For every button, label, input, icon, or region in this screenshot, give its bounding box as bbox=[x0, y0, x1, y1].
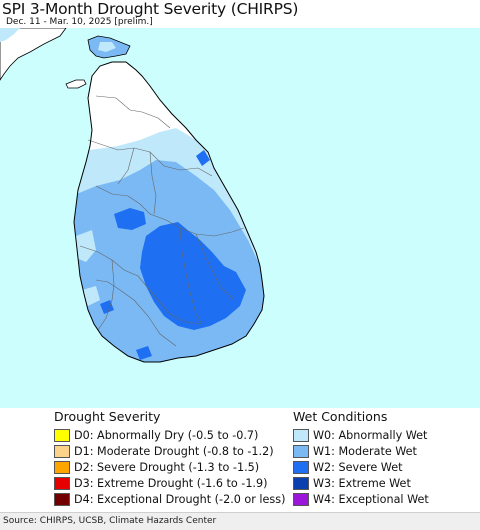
swatch-w0 bbox=[293, 428, 309, 442]
mainland-coast-shade bbox=[0, 28, 20, 42]
legend-label-d2: D2: Severe Drought (-1.3 to -1.5) bbox=[74, 460, 260, 474]
legend-item-w0: W0: Abnormally Wet bbox=[293, 427, 429, 443]
legend-label-d1: D1: Moderate Drought (-0.8 to -1.2) bbox=[74, 444, 274, 458]
legend-label-w0: W0: Abnormally Wet bbox=[313, 428, 428, 442]
map-title: SPI 3-Month Drought Severity (CHIRPS) bbox=[2, 0, 299, 18]
legend-item-d4: D4: Exceptional Drought (-2.0 or less) bbox=[54, 491, 285, 507]
legend-item-d0: D0: Abnormally Dry (-0.5 to -0.7) bbox=[54, 427, 285, 443]
swatch-d1 bbox=[54, 444, 70, 458]
island-coastline bbox=[73, 61, 265, 363]
legend-label-d0: D0: Abnormally Dry (-0.5 to -0.7) bbox=[74, 428, 259, 442]
wetness-overlay bbox=[74, 128, 264, 362]
swatch-w3 bbox=[293, 476, 309, 490]
legend-item-w2: W2: Severe Wet bbox=[293, 459, 429, 475]
swatch-d2 bbox=[54, 460, 70, 474]
swatch-w2 bbox=[293, 460, 309, 474]
swatch-d3 bbox=[54, 476, 70, 490]
jaffna-patch bbox=[98, 42, 116, 52]
legend-item-d1: D1: Moderate Drought (-0.8 to -1.2) bbox=[54, 443, 285, 459]
legend-wet-heading: Wet Conditions bbox=[293, 409, 388, 424]
legend-label-w1: W1: Moderate Wet bbox=[313, 444, 417, 458]
legend-wet: Wet Conditions W0: Abnormally Wet W1: Mo… bbox=[293, 409, 429, 507]
legend-label-w4: W4: Exceptional Wet bbox=[313, 492, 429, 506]
legend-label-w2: W2: Severe Wet bbox=[313, 460, 403, 474]
swatch-d4 bbox=[54, 492, 70, 506]
source-text: Source: CHIRPS, UCSB, Climate Hazards Ce… bbox=[3, 516, 217, 526]
mainland-coast bbox=[0, 28, 67, 81]
legend-label-w3: W3: Extreme Wet bbox=[313, 476, 411, 490]
legend-drought: Drought Severity D0: Abnormally Dry (-0.… bbox=[54, 409, 285, 507]
map-subtitle: Dec. 11 - Mar. 10, 2025 [prelim.] bbox=[6, 17, 153, 27]
mannar-island bbox=[65, 79, 87, 89]
legend-drought-heading: Drought Severity bbox=[54, 409, 161, 424]
legend-item-w4: W4: Exceptional Wet bbox=[293, 491, 429, 507]
legend-item-w3: W3: Extreme Wet bbox=[293, 475, 429, 491]
swatch-w1 bbox=[293, 444, 309, 458]
legend-label-d3: D3: Extreme Drought (-1.6 to -1.9) bbox=[74, 476, 268, 490]
legend-item-d2: D2: Severe Drought (-1.3 to -1.5) bbox=[54, 459, 285, 475]
map-canvas bbox=[0, 28, 265, 363]
legend-item-d3: D3: Extreme Drought (-1.6 to -1.9) bbox=[54, 475, 285, 491]
source-bar: Source: CHIRPS, UCSB, Climate Hazards Ce… bbox=[0, 512, 480, 530]
drought-map bbox=[0, 28, 480, 408]
admin-boundaries bbox=[79, 95, 245, 347]
swatch-w4 bbox=[293, 492, 309, 506]
legend-item-w1: W1: Moderate Wet bbox=[293, 443, 429, 459]
legend-label-d4: D4: Exceptional Drought (-2.0 or less) bbox=[74, 492, 286, 506]
swatch-d0 bbox=[54, 428, 70, 442]
